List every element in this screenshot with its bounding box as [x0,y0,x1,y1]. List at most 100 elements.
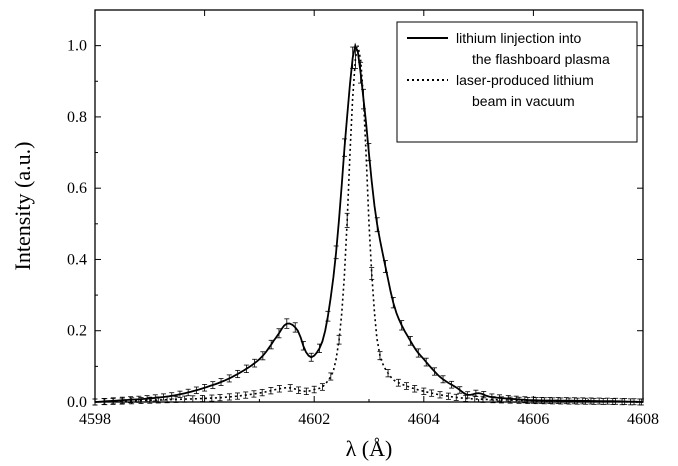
error-bar [403,382,409,390]
error-bar [333,245,339,260]
error-bar [260,351,266,361]
error-bar [480,395,486,403]
error-bar [490,396,496,404]
y-tick-label: 0.6 [67,180,87,197]
error-bar [432,367,438,376]
legend-label-1-line-2: the flashboard plasma [472,51,610,67]
error-bar [395,378,401,387]
error-bar [555,397,561,404]
x-tick-label: 4606 [517,411,549,428]
error-bar [217,394,223,402]
error-bar [385,369,391,378]
error-bar [342,138,348,157]
error-bar [251,390,257,398]
error-bar [209,394,215,402]
error-bar [311,385,317,394]
error-bar [325,310,331,322]
error-bar [328,372,334,381]
error-bar [437,391,443,399]
error-bar [407,336,413,346]
error-bar [423,357,429,367]
error-bar [259,388,265,397]
error-bar [352,46,358,70]
error-bar [445,392,451,400]
error-bar [319,383,325,391]
error-bar [243,364,249,373]
error-bar [566,397,572,405]
error-bar [292,322,298,333]
error-bar [284,318,290,329]
y-axis-title: Intensity (a.u.) [10,142,35,271]
error-bar [399,320,405,331]
error-bar [472,395,478,403]
y-tick-label: 0.8 [67,109,87,126]
error-bar [268,386,274,395]
error-bar [317,343,323,353]
error-bar [481,391,487,399]
error-bar [516,396,522,404]
x-tick-label: 4604 [408,411,440,428]
error-bar [185,388,191,397]
error-bar [226,393,232,401]
error-bar [243,391,249,399]
error-bar [235,369,241,379]
error-bar [533,397,539,405]
error-bar [525,397,531,404]
error-bar [226,374,232,383]
error-bar [596,397,602,405]
error-bar [366,143,372,162]
error-bar [421,387,427,395]
error-bar [276,385,282,393]
error-bar [210,381,216,389]
error-bar [202,384,208,392]
y-tick-label: 1.0 [67,38,87,55]
series-layer [92,42,644,406]
x-axis-title: λ (Å) [346,436,393,461]
error-bar [110,398,116,405]
error-bar [147,396,153,404]
error-bar [155,396,161,404]
error-bar [507,396,513,404]
error-bar [369,267,375,280]
x-tick-label: 4602 [298,411,330,428]
error-bar [463,394,469,402]
x-tick-label: 4608 [627,411,659,428]
error-bar [193,386,199,394]
y-tick-label: 0.2 [67,323,87,340]
error-bar [498,396,504,404]
error-bar [199,395,205,403]
error-bar [541,397,547,405]
error-bar [177,390,183,398]
error-bar [377,351,383,361]
error-bar [287,384,293,392]
error-bar [144,395,150,403]
error-bar [300,341,306,351]
error-bar [268,339,274,350]
error-bar [429,389,435,397]
error-bar [619,398,625,406]
error-bar [182,395,188,403]
error-bar [234,392,240,400]
error-bar [457,386,463,394]
error-bar [600,398,606,405]
axis-ticks: 4598 4600 4602 4604 4606 4608 0.0 0.2 0.4 0.6 0.8 1… [67,10,659,428]
error-bar [558,397,564,405]
series-line-2 [95,45,643,403]
error-bar [303,387,309,395]
error-bar [308,352,314,362]
error-bar [374,217,380,233]
error-bar [218,378,224,386]
error-bar [361,88,367,110]
error-bar [550,397,556,405]
error-bar [440,375,446,384]
error-bar [382,260,388,274]
x-tick-label: 4600 [189,411,221,428]
error-bar [453,393,459,401]
legend-box [396,21,638,143]
error-bar [102,398,108,406]
legend-label-2-line-2: beam in vacuum [472,93,575,109]
error-bar [582,397,588,405]
y-tick-label: 0.0 [67,394,87,411]
legend-label-1-line-1: lithium linjection into [456,30,581,46]
